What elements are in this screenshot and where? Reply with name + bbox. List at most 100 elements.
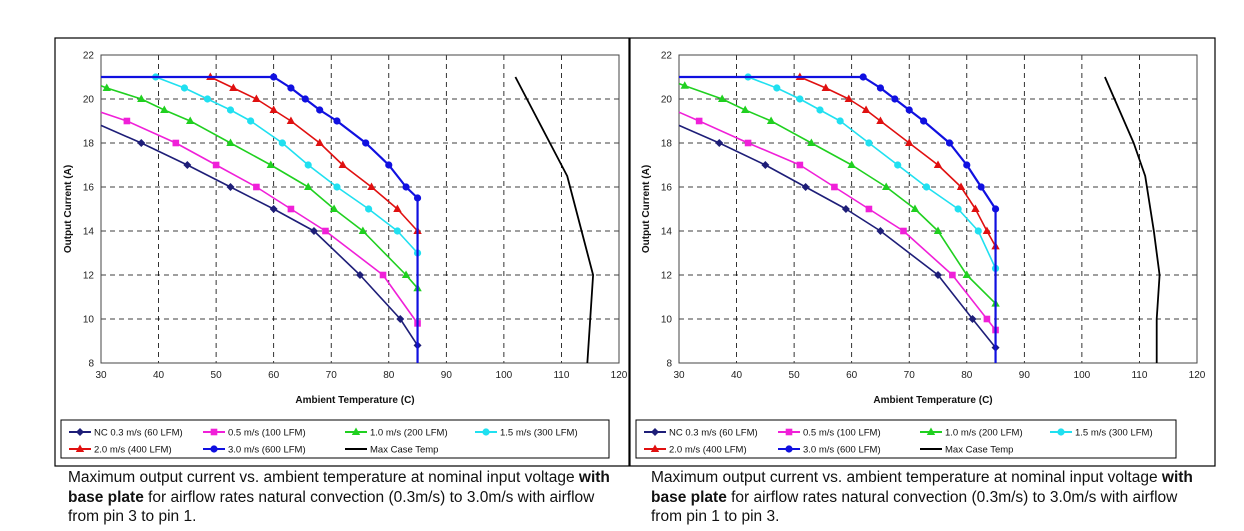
y-tick-label: 14 bbox=[661, 227, 673, 238]
data-point-s20 bbox=[393, 204, 402, 212]
data-point-s15 bbox=[203, 95, 212, 103]
data-point-s10 bbox=[740, 105, 750, 113]
data-point-s30 bbox=[991, 205, 1000, 213]
legend-marker-nc bbox=[76, 428, 84, 436]
y-tick-label: 12 bbox=[661, 271, 673, 282]
data-point-nc bbox=[396, 315, 405, 323]
legend-marker-s05 bbox=[210, 428, 218, 436]
data-point-s10 bbox=[137, 94, 146, 102]
data-point-s10 bbox=[882, 182, 891, 190]
data-point-s20 bbox=[971, 204, 980, 212]
y-tick-label: 16 bbox=[661, 183, 673, 194]
legend-marker-s15 bbox=[482, 428, 490, 436]
data-point-s10 bbox=[160, 105, 169, 113]
legend-label-s05: 0.5 m/s (100 LFM) bbox=[228, 428, 306, 439]
x-tick-label: 80 bbox=[383, 370, 395, 381]
x-tick-label: 90 bbox=[1019, 370, 1031, 381]
caption-left: Maximum output current vs. ambient tempe… bbox=[68, 468, 628, 527]
data-point-s30 bbox=[301, 95, 309, 103]
data-point-s05 bbox=[695, 117, 703, 125]
legend-label-s30: 3.0 m/s (600 LFM) bbox=[228, 445, 306, 456]
legend-box bbox=[635, 419, 1177, 459]
data-point-s05 bbox=[172, 139, 180, 147]
data-point-s30 bbox=[333, 117, 341, 125]
data-point-s10 bbox=[680, 81, 689, 89]
x-tick-label: 80 bbox=[961, 370, 973, 381]
data-point-s15 bbox=[773, 84, 781, 92]
series-line-max bbox=[1104, 76, 1161, 363]
data-point-s10 bbox=[910, 204, 920, 212]
data-point-s10 bbox=[304, 182, 313, 190]
x-tick-label: 70 bbox=[326, 370, 338, 381]
legend-label-s20: 2.0 m/s (400 LFM) bbox=[669, 445, 747, 456]
data-point-s10 bbox=[358, 226, 368, 234]
data-point-s20 bbox=[286, 116, 296, 124]
y-axis-title: Output Current (A) bbox=[63, 165, 74, 253]
data-point-s10 bbox=[329, 204, 339, 212]
x-tick-label: 30 bbox=[95, 370, 107, 381]
legend-box bbox=[60, 419, 610, 459]
y-tick-label: 18 bbox=[83, 139, 95, 150]
x-tick-label: 110 bbox=[1131, 370, 1147, 381]
data-point-s30 bbox=[316, 106, 324, 114]
y-tick-label: 14 bbox=[83, 227, 95, 238]
data-point-nc bbox=[841, 205, 850, 213]
series-line-max bbox=[514, 76, 594, 364]
data-point-s10 bbox=[717, 94, 727, 102]
caption-left-text-1: Maximum output current vs. ambient tempe… bbox=[68, 469, 579, 486]
legend-label-max: Max Case Temp bbox=[370, 445, 438, 456]
data-point-s10 bbox=[847, 160, 856, 168]
data-point-s20 bbox=[982, 226, 992, 234]
y-tick-label: 8 bbox=[666, 359, 672, 370]
legend-marker-nc bbox=[651, 428, 659, 436]
data-point-s15 bbox=[922, 183, 931, 191]
x-tick-label: 90 bbox=[441, 370, 453, 381]
chart-frame bbox=[629, 37, 1216, 467]
legend-label-max: Max Case Temp bbox=[945, 445, 1013, 456]
data-point-s30 bbox=[891, 95, 899, 103]
legend-label-s20: 2.0 m/s (400 LFM) bbox=[94, 445, 172, 456]
y-tick-label: 20 bbox=[83, 95, 95, 106]
y-tick-label: 18 bbox=[661, 139, 673, 150]
data-point-s30 bbox=[270, 73, 278, 81]
data-point-s30 bbox=[963, 161, 971, 169]
data-point-s05 bbox=[379, 271, 387, 279]
data-point-s05 bbox=[865, 205, 873, 213]
y-tick-label: 10 bbox=[83, 315, 95, 326]
data-point-s30 bbox=[413, 194, 422, 202]
data-point-s20 bbox=[252, 94, 261, 102]
data-point-s30 bbox=[402, 183, 410, 191]
data-point-s10 bbox=[401, 270, 411, 278]
data-point-s15 bbox=[247, 117, 255, 125]
data-point-s15 bbox=[333, 183, 341, 191]
y-tick-label: 22 bbox=[83, 51, 95, 62]
x-tick-label: 40 bbox=[731, 370, 743, 381]
legend-label-s15: 1.5 m/s (300 LFM) bbox=[1075, 428, 1153, 439]
data-point-s30 bbox=[920, 117, 928, 125]
data-point-s30 bbox=[945, 139, 954, 147]
x-tick-label: 120 bbox=[1189, 370, 1206, 381]
legend-label-s30: 3.0 m/s (600 LFM) bbox=[803, 445, 881, 456]
data-point-s15 bbox=[974, 227, 982, 235]
legend-label-s05: 0.5 m/s (100 LFM) bbox=[803, 428, 881, 439]
data-point-s15 bbox=[954, 205, 962, 213]
data-point-s20 bbox=[876, 116, 885, 124]
data-point-nc bbox=[934, 271, 942, 279]
data-point-s30 bbox=[385, 161, 393, 169]
data-point-s20 bbox=[338, 160, 347, 168]
legend-marker-s20 bbox=[650, 444, 660, 452]
data-point-s30 bbox=[876, 84, 885, 92]
data-point-s15 bbox=[816, 106, 824, 114]
data-point-nc bbox=[876, 227, 885, 235]
data-point-nc bbox=[137, 139, 146, 147]
series-line-nc bbox=[678, 124, 997, 363]
legend-marker-s10 bbox=[351, 427, 361, 435]
chart-left: 30 40 50 60 70 80 90 100 110 120 8 10 12 14 16 18 20 22 Am… bbox=[54, 37, 630, 467]
x-tick-label: 50 bbox=[211, 370, 223, 381]
y-tick-label: 20 bbox=[661, 95, 673, 106]
data-point-s05 bbox=[123, 117, 131, 125]
x-tick-label: 30 bbox=[673, 370, 685, 381]
x-tick-label: 50 bbox=[789, 370, 801, 381]
data-point-s05 bbox=[744, 139, 752, 147]
